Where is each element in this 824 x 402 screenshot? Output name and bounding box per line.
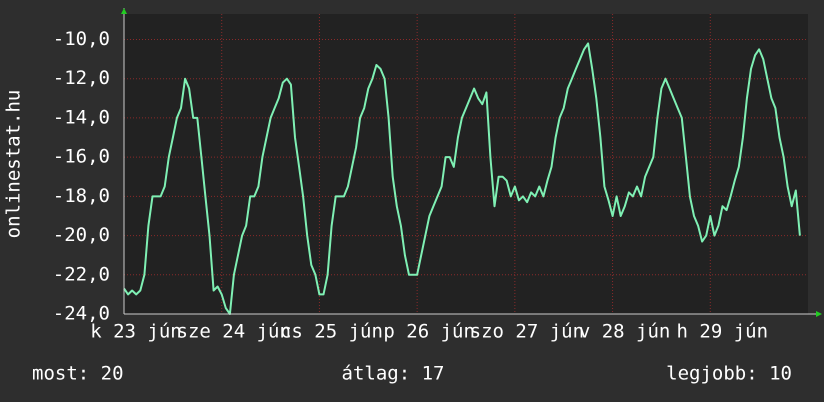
y-tick-label: -16,0 [53, 146, 110, 168]
y-tick-label: -18,0 [53, 185, 110, 207]
plot-area [124, 14, 808, 314]
plot [123, 42, 801, 315]
y-tick-label: -20,0 [53, 224, 110, 246]
footer-now: most: 20 [32, 363, 124, 385]
x-tick-label: v 28 jún [579, 321, 671, 343]
y-tick-label: -10,0 [53, 28, 110, 50]
footer-avg: átlag: 17 [342, 363, 445, 385]
x-tick-label: k 23 jún [90, 321, 182, 343]
y-tick-label: -12,0 [53, 67, 110, 89]
y-tick-label: -14,0 [53, 106, 110, 128]
x-arrow [816, 311, 822, 317]
y-axis-label: onlinestat.hu [3, 90, 25, 239]
y-tick-label: -24,0 [53, 303, 110, 325]
x-tick-label: p 26 jún [383, 321, 475, 343]
data-line [123, 42, 801, 315]
y-tick-label: -22,0 [53, 263, 110, 285]
x-tick-label: h 29 jún [677, 321, 769, 343]
x-tick-label: szo 27 jún [470, 321, 584, 343]
y-arrow [121, 8, 127, 14]
footer-max: legjobb: 10 [666, 363, 792, 385]
x-tick-label: cs 25 jún [280, 321, 383, 343]
x-tick-label: sze 24 jún [177, 321, 291, 343]
